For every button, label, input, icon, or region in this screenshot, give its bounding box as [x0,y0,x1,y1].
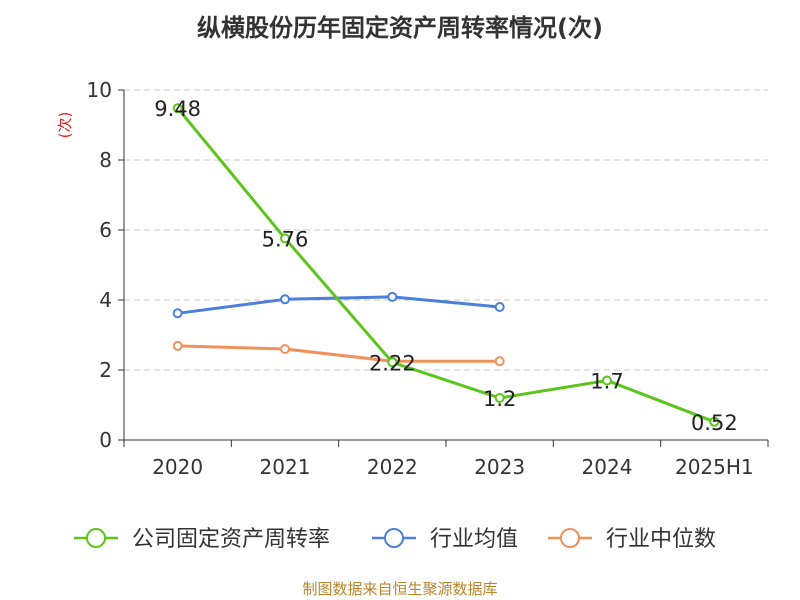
data-point [387,291,398,302]
x-tick-label: 2021 [260,455,311,479]
y-tick-label: 4 [99,288,112,312]
data-label: 1.2 [483,387,516,411]
legend-marker [86,528,106,548]
data-label: 2.22 [369,351,416,375]
y-tick-label: 6 [99,218,112,242]
x-tick-label: 2020 [152,455,203,479]
data-point [280,344,290,354]
data-label: 9.48 [154,97,201,121]
data-point [494,356,505,367]
data-point [387,357,398,368]
data-point [172,103,183,114]
legend-marker [384,528,404,548]
x-tick-label: 2023 [474,455,525,479]
legend-label: 行业中位数 [606,527,716,552]
data-point [494,393,505,403]
legend-marker [560,528,580,548]
data-point [280,233,290,244]
data-label: 1.7 [590,370,623,394]
x-tick-label: 2022 [367,455,418,479]
chart-title: 纵横股份历年固定资产周转率情况(次) [197,14,603,42]
x-tick-label: 2025H1 [675,455,754,479]
data-point [172,308,183,319]
y-axis-label: (次) [56,112,74,139]
data-point [494,302,505,312]
data-point [709,416,720,427]
data-label: 5.76 [262,227,309,251]
data-point [602,375,612,386]
source-text: 制图数据来自恒生聚源数据库 [302,580,498,598]
series-line [177,344,500,363]
y-tick-label: 0 [99,428,112,452]
data-point [280,294,290,305]
legend-label: 行业均值 [430,527,518,552]
series-line [176,107,715,424]
y-tick-label: 8 [99,148,112,172]
y-tick-label: 10 [87,78,112,102]
legend-label: 公司固定资产周转率 [132,527,330,552]
data-point [172,340,183,351]
x-tick-label: 2024 [582,455,633,479]
y-tick-label: 2 [99,358,112,382]
data-label: 0.52 [691,411,738,435]
